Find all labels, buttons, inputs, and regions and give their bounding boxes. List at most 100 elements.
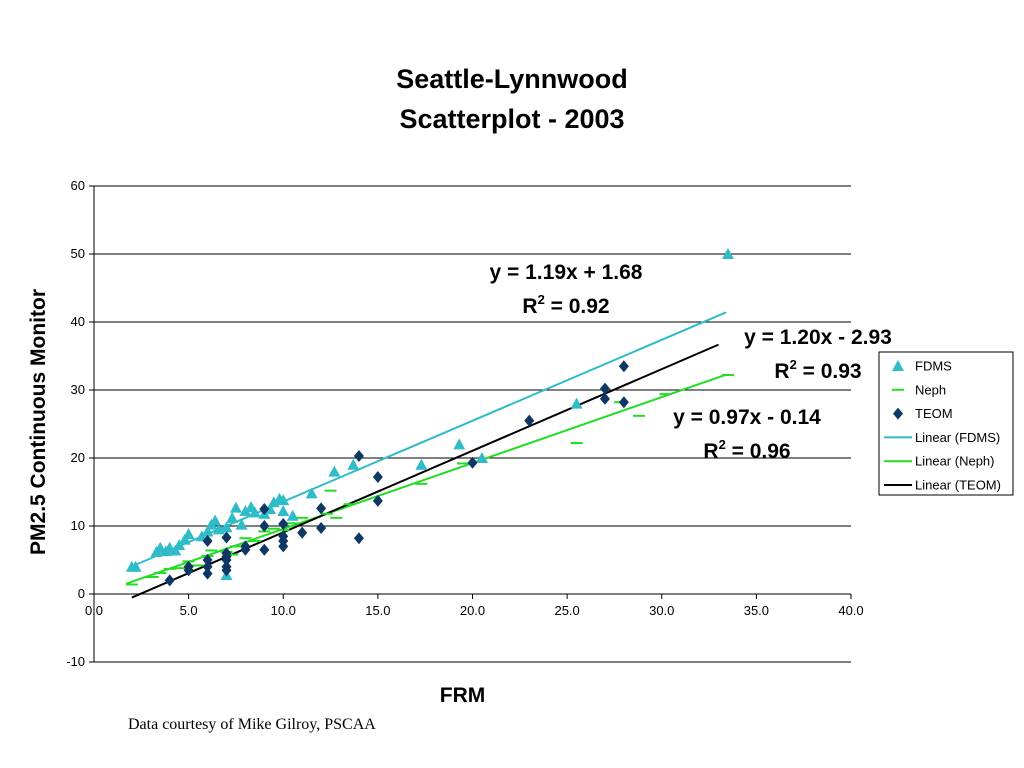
equation-linear-teom: y = 1.20x - 2.93 (744, 326, 892, 349)
x-tick-label: 0.0 (85, 603, 103, 618)
fdms-point (201, 525, 214, 537)
series-fdms (125, 248, 734, 580)
fdms-point (239, 505, 252, 517)
series-neph (125, 374, 734, 586)
teom-point (240, 540, 251, 553)
teom-point (618, 396, 629, 409)
fdms-point (229, 501, 242, 513)
legend-item: TEOM (893, 406, 953, 421)
legend-label: Linear (FDMS) (915, 430, 1000, 445)
fdms-point (721, 248, 734, 259)
legend-item: Linear (TEOM) (884, 478, 1001, 493)
x-tick-label: 30.0 (649, 603, 674, 618)
data-credit: Data courtesy of Mike Gilroy, PSCAA (128, 716, 376, 733)
x-tick-label: 25.0 (554, 603, 579, 618)
teom-point (599, 392, 610, 405)
trendline-linear-neph (125, 373, 727, 585)
fdms-point (347, 458, 360, 470)
teom-point (278, 530, 289, 543)
teom-point (221, 560, 232, 573)
series-teom (164, 360, 629, 587)
fdms-point (226, 511, 239, 523)
fdms-point (220, 521, 233, 533)
r-squared-linear-neph: R2 = 0.96 (703, 437, 790, 463)
legend-item: Neph (892, 382, 946, 397)
legend-label: FDMS (915, 359, 952, 374)
teom-point (316, 502, 327, 515)
teom-point (202, 534, 213, 547)
fdms-point (415, 458, 428, 470)
fdms-point (328, 465, 341, 477)
legend-box (878, 351, 1014, 496)
y-axis-title: PM2.5 Continuous Monitor (27, 289, 50, 555)
teom-point (599, 382, 610, 395)
fdms-point (267, 496, 280, 508)
fdms-point (209, 514, 222, 526)
x-tick-label: 10.0 (271, 603, 296, 618)
teom-point (353, 449, 364, 462)
fdms-point (453, 438, 466, 450)
teom-point (221, 531, 232, 544)
fdms-point (154, 541, 167, 553)
legend-item: FDMS (892, 359, 952, 374)
legend-item: Linear (Neph) (884, 454, 995, 469)
teom-point (221, 547, 232, 560)
y-tick-label: 50 (71, 246, 85, 261)
x-axis-title: FRM (440, 684, 486, 707)
r-squared-linear-fdms: R2 = 0.92 (522, 292, 609, 318)
legend-label: Linear (TEOM) (915, 478, 1001, 493)
teom-point (372, 494, 383, 507)
fdms-point (305, 487, 318, 499)
x-tick-label: 20.0 (460, 603, 485, 618)
teom-point (618, 360, 629, 373)
teom-point (259, 520, 270, 532)
teom-point (467, 456, 478, 469)
teom-point (164, 574, 175, 587)
y-tick-label: 0 (78, 586, 85, 601)
chart-title-line2: Scatterplot - 2003 (399, 104, 625, 134)
equation-linear-fdms: y = 1.19x + 1.68 (490, 261, 643, 284)
equation-linear-neph: y = 0.97x - 0.14 (673, 406, 821, 429)
teom-point (202, 554, 213, 566)
teom-point (372, 471, 383, 484)
fdms-point (235, 518, 248, 530)
teom-point (183, 560, 194, 573)
fdms-point (475, 452, 488, 463)
legend: FDMS Neph TEOM Linear (FDMS) Linear (Neph) Li… (878, 351, 1014, 496)
fdms-point (129, 560, 142, 572)
trendline-linear-fdms (131, 311, 727, 568)
x-tick-label: 15.0 (365, 603, 390, 618)
trendline-linear-teom (131, 343, 719, 599)
legend-label: TEOM (915, 406, 953, 421)
y-tick-label: 40 (71, 314, 85, 329)
fdms-point (277, 505, 290, 517)
y-tick-label: 30 (71, 382, 85, 397)
fdms-point (286, 509, 299, 521)
fdms-point (182, 528, 195, 540)
legend-label: Neph (915, 382, 946, 397)
legend-item: Linear (FDMS) (884, 430, 1000, 445)
fdms-point (277, 494, 290, 506)
teom-point (524, 414, 535, 427)
fdms-point (248, 506, 261, 518)
y-tick-label: 10 (71, 518, 85, 533)
legend-label: Linear (Neph) (915, 454, 995, 469)
legend-swatch (892, 360, 904, 371)
teom-point (259, 543, 270, 556)
teom-point (297, 526, 308, 539)
teom-point (353, 532, 364, 545)
teom-point (202, 560, 213, 573)
teom-point (202, 567, 213, 580)
fdms-point (570, 397, 583, 409)
y-tick-label: 60 (71, 178, 85, 193)
r-squared-linear-teom: R2 = 0.93 (774, 357, 861, 383)
teom-point (278, 517, 289, 530)
y-tick-label: -10 (66, 654, 85, 669)
x-tick-label: 5.0 (180, 603, 198, 618)
teom-point (259, 503, 270, 515)
chart-title-line1: Seattle-Lynnwood (396, 64, 628, 94)
x-tick-label: 35.0 (744, 603, 769, 618)
y-tick-label: 20 (71, 450, 85, 465)
legend-swatch (893, 407, 903, 420)
